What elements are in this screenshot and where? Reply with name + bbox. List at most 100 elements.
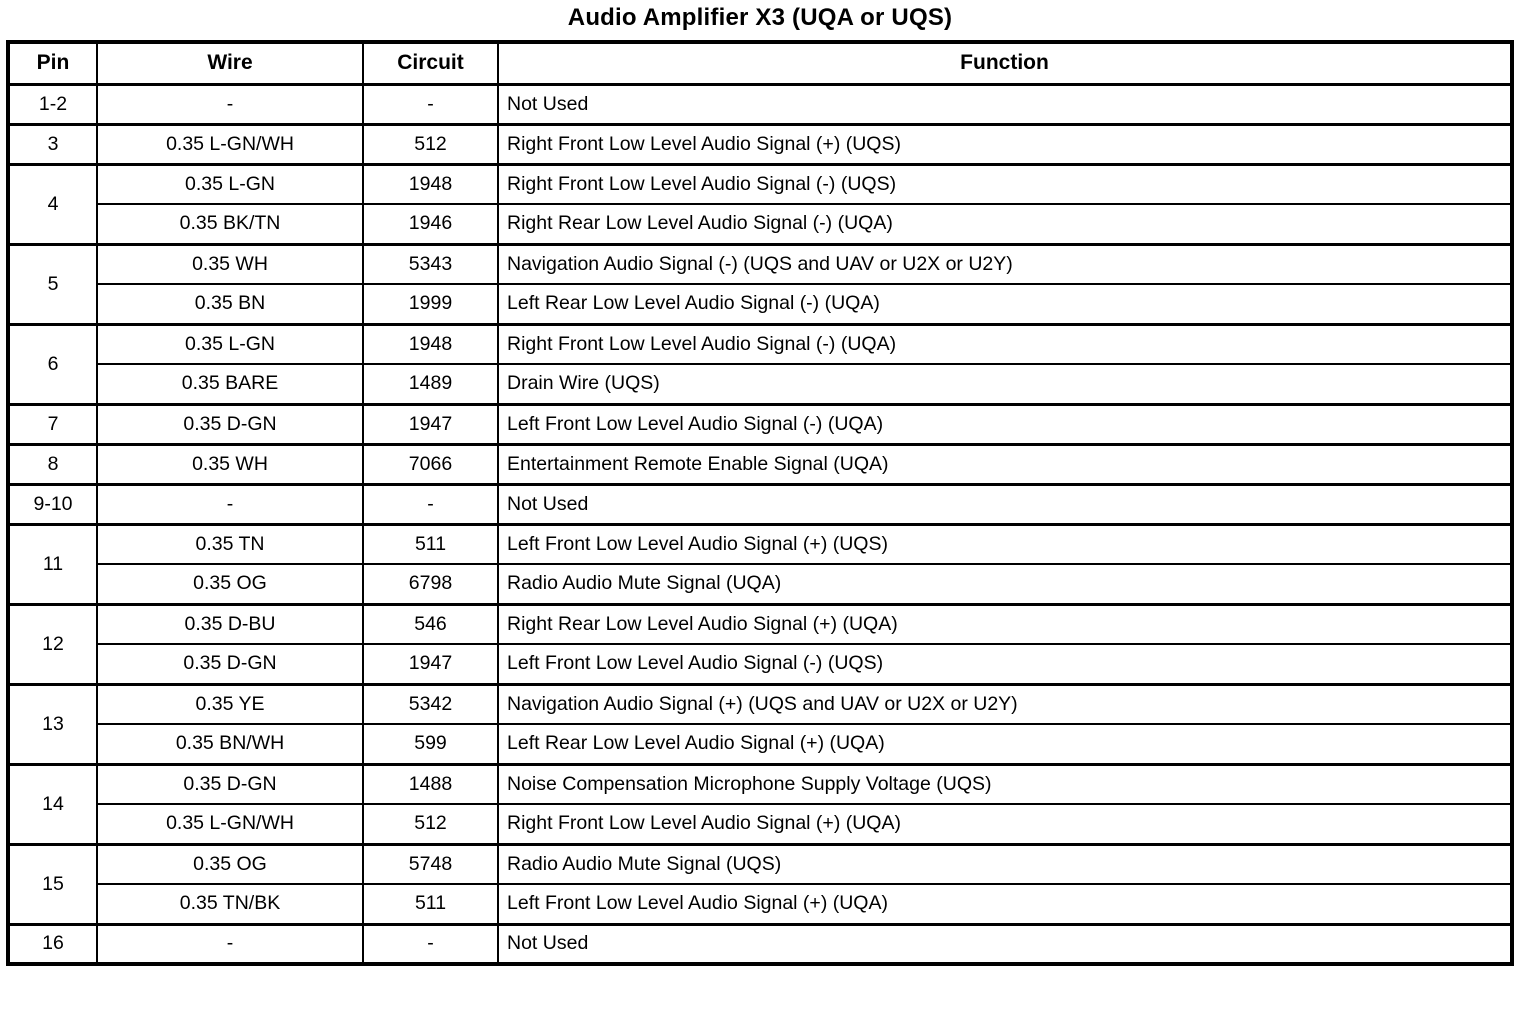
circuit-cell: 1948 xyxy=(362,322,499,364)
pin-cell: 13 xyxy=(7,682,98,764)
wire-cell: 0.35 TN xyxy=(96,522,364,564)
wire-cell: 0.35 BN/WH xyxy=(96,723,364,764)
table-row: 13 0.35 YE 5342 Navigation Audio Signal (+)… xyxy=(7,682,1513,764)
circuit-cell: 546 xyxy=(362,602,499,644)
wire-cell: 0.35 BN xyxy=(96,283,364,324)
function-cell: Right Front Low Level Audio Signal (-) (… xyxy=(497,162,1513,204)
circuit-cell: 6798 xyxy=(362,563,499,604)
function-cell: Right Front Low Level Audio Signal (+) (… xyxy=(497,803,1513,844)
table-row: 11 0.35 TN 511 Left Front Low Level Audio S… xyxy=(7,522,1513,604)
function-cell: Noise Compensation Microphone Supply Vol… xyxy=(497,762,1513,804)
table-row: 3 0.35 L-GN/WH 512 Right Front Low Level Au… xyxy=(7,122,1513,164)
wire-cell: 0.35 YE xyxy=(96,682,364,724)
circuit-cell: 7066 xyxy=(362,442,499,484)
circuit-cell: 1999 xyxy=(362,283,499,324)
wire-cell: 0.35 BK/TN xyxy=(96,203,364,244)
pin-cell: 3 xyxy=(7,122,98,164)
table-header: Pin Wire Circuit Function xyxy=(7,42,1513,86)
circuit-cell: - xyxy=(362,922,499,964)
table-row: 0.35 TN/BK 511 Left Front Low Level Audio … xyxy=(8,883,1513,924)
function-cell: Not Used xyxy=(497,922,1513,964)
table-row: 5 0.35 WH 5343 Navigation Audio Signal (-) … xyxy=(7,242,1513,324)
table-row: 1-2- - Not Used xyxy=(7,82,1513,124)
table-row: 0.35 BN 1999 Left Rear Low Level Audio Sig… xyxy=(8,283,1513,324)
table-row: 0.35 BK/TN 1946 Right Rear Low Level Audio… xyxy=(8,203,1513,244)
pin-cell: 8 xyxy=(7,442,98,484)
pin-cell: 15 xyxy=(7,842,98,924)
function-cell: Navigation Audio Signal (-) (UQS and UAV… xyxy=(497,242,1513,284)
function-cell: Left Rear Low Level Audio Signal (-) (UQ… xyxy=(497,283,1513,324)
wire-cell: 0.35 WH xyxy=(96,442,364,484)
pin-cell: 6 xyxy=(7,322,98,404)
table-row: 0.35 OG 6798 Radio Audio Mute Signal (UQA) xyxy=(8,563,1513,604)
circuit-cell: 5342 xyxy=(362,682,499,724)
table-row: 0.35 L-GN/WH 512 Right Front Low Level Aud… xyxy=(8,803,1513,844)
column-header-wire: Wire xyxy=(96,42,364,86)
circuit-cell: - xyxy=(362,482,499,524)
pin-cell: 7 xyxy=(7,402,98,444)
circuit-cell: 1489 xyxy=(362,363,499,404)
function-cell: Left Front Low Level Audio Signal (-) (U… xyxy=(497,643,1513,684)
circuit-cell: 1946 xyxy=(362,203,499,244)
pin-cell: 14 xyxy=(7,762,98,844)
function-cell: Radio Audio Mute Signal (UQA) xyxy=(497,563,1513,604)
wire-cell: 0.35 OG xyxy=(96,563,364,604)
circuit-cell: 511 xyxy=(362,883,499,924)
wire-cell: 0.35 L-GN/WH xyxy=(96,122,364,164)
table-row: 0.35 BARE 1489 Drain Wire (UQS) xyxy=(8,363,1513,404)
table-row: 6 0.35 L-GN 1948 Right Front Low Level Audi… xyxy=(7,322,1513,404)
circuit-cell: 512 xyxy=(362,803,499,844)
circuit-cell: 512 xyxy=(362,122,499,164)
circuit-cell: 599 xyxy=(362,723,499,764)
pin-cell: 1-2 xyxy=(7,82,98,124)
pin-cell: 16 xyxy=(7,922,98,964)
circuit-cell: 1947 xyxy=(362,402,499,444)
function-cell: Right Rear Low Level Audio Signal (+) (U… xyxy=(497,602,1513,644)
pin-cell: 9-10 xyxy=(7,482,98,524)
table-row: 12 0.35 D-BU 546 Right Rear Low Level Audio… xyxy=(7,602,1513,684)
page-title: Audio Amplifier X3 (UQA or UQS) xyxy=(567,4,953,31)
wire-cell: 0.35 D-GN xyxy=(96,643,364,684)
wire-cell: 0.35 TN/BK xyxy=(96,883,364,924)
column-header-circuit: Circuit xyxy=(362,42,499,86)
table-row: 8 0.35 WH 7066 Entertainment Remote Enable … xyxy=(7,442,1513,484)
table-row: 0.35 D-GN 1947 Left Front Low Level Audio … xyxy=(8,643,1513,684)
function-cell: Left Front Low Level Audio Signal (+) (U… xyxy=(497,522,1513,564)
pinout-table: Pin Wire Circuit Function 1-2- - Not Used 3… xyxy=(6,40,1514,966)
function-cell: Not Used xyxy=(497,482,1513,524)
wire-cell: 0.35 L-GN xyxy=(96,322,364,364)
circuit-cell: 5748 xyxy=(362,842,499,884)
circuit-cell: 1947 xyxy=(362,643,499,684)
wire-cell: 0.35 D-GN xyxy=(96,762,364,804)
pin-cell: 5 xyxy=(7,242,98,324)
circuit-cell: 1948 xyxy=(362,162,499,204)
table-row: 16- - Not Used xyxy=(7,922,1513,964)
wire-cell: 0.35 L-GN/WH xyxy=(96,803,364,844)
function-cell: Left Front Low Level Audio Signal (+) (U… xyxy=(497,883,1513,924)
function-cell: Right Front Low Level Audio Signal (-) (… xyxy=(497,322,1513,364)
column-header-function: Function xyxy=(497,42,1513,86)
function-cell: Not Used xyxy=(497,82,1513,124)
function-cell: Right Rear Low Level Audio Signal (-) (U… xyxy=(497,203,1513,244)
wire-cell: 0.35 WH xyxy=(96,242,364,284)
wire-cell: - xyxy=(96,82,364,124)
header-row: Pin Wire Circuit Function xyxy=(7,42,1513,86)
table-row: 9-10- - Not Used xyxy=(7,482,1513,524)
pin-cell: 11 xyxy=(7,522,98,604)
table-row: 0.35 BN/WH 599 Left Rear Low Level Audio S… xyxy=(8,723,1513,764)
function-cell: Navigation Audio Signal (+) (UQS and UAV… xyxy=(497,682,1513,724)
wire-cell: 0.35 D-BU xyxy=(96,602,364,644)
circuit-cell: 1488 xyxy=(362,762,499,804)
circuit-cell: 511 xyxy=(362,522,499,564)
circuit-cell: - xyxy=(362,82,499,124)
column-header-pin: Pin xyxy=(7,42,98,86)
function-cell: Radio Audio Mute Signal (UQS) xyxy=(497,842,1513,884)
circuit-cell: 5343 xyxy=(362,242,499,284)
function-cell: Left Rear Low Level Audio Signal (+) (UQ… xyxy=(497,723,1513,764)
wire-cell: 0.35 L-GN xyxy=(96,162,364,204)
function-cell: Drain Wire (UQS) xyxy=(497,363,1513,404)
table-row: 7 0.35 D-GN 1947 Left Front Low Level Audio… xyxy=(7,402,1513,444)
wire-cell: 0.35 BARE xyxy=(96,363,364,404)
wire-cell: - xyxy=(96,922,364,964)
wire-cell: - xyxy=(96,482,364,524)
